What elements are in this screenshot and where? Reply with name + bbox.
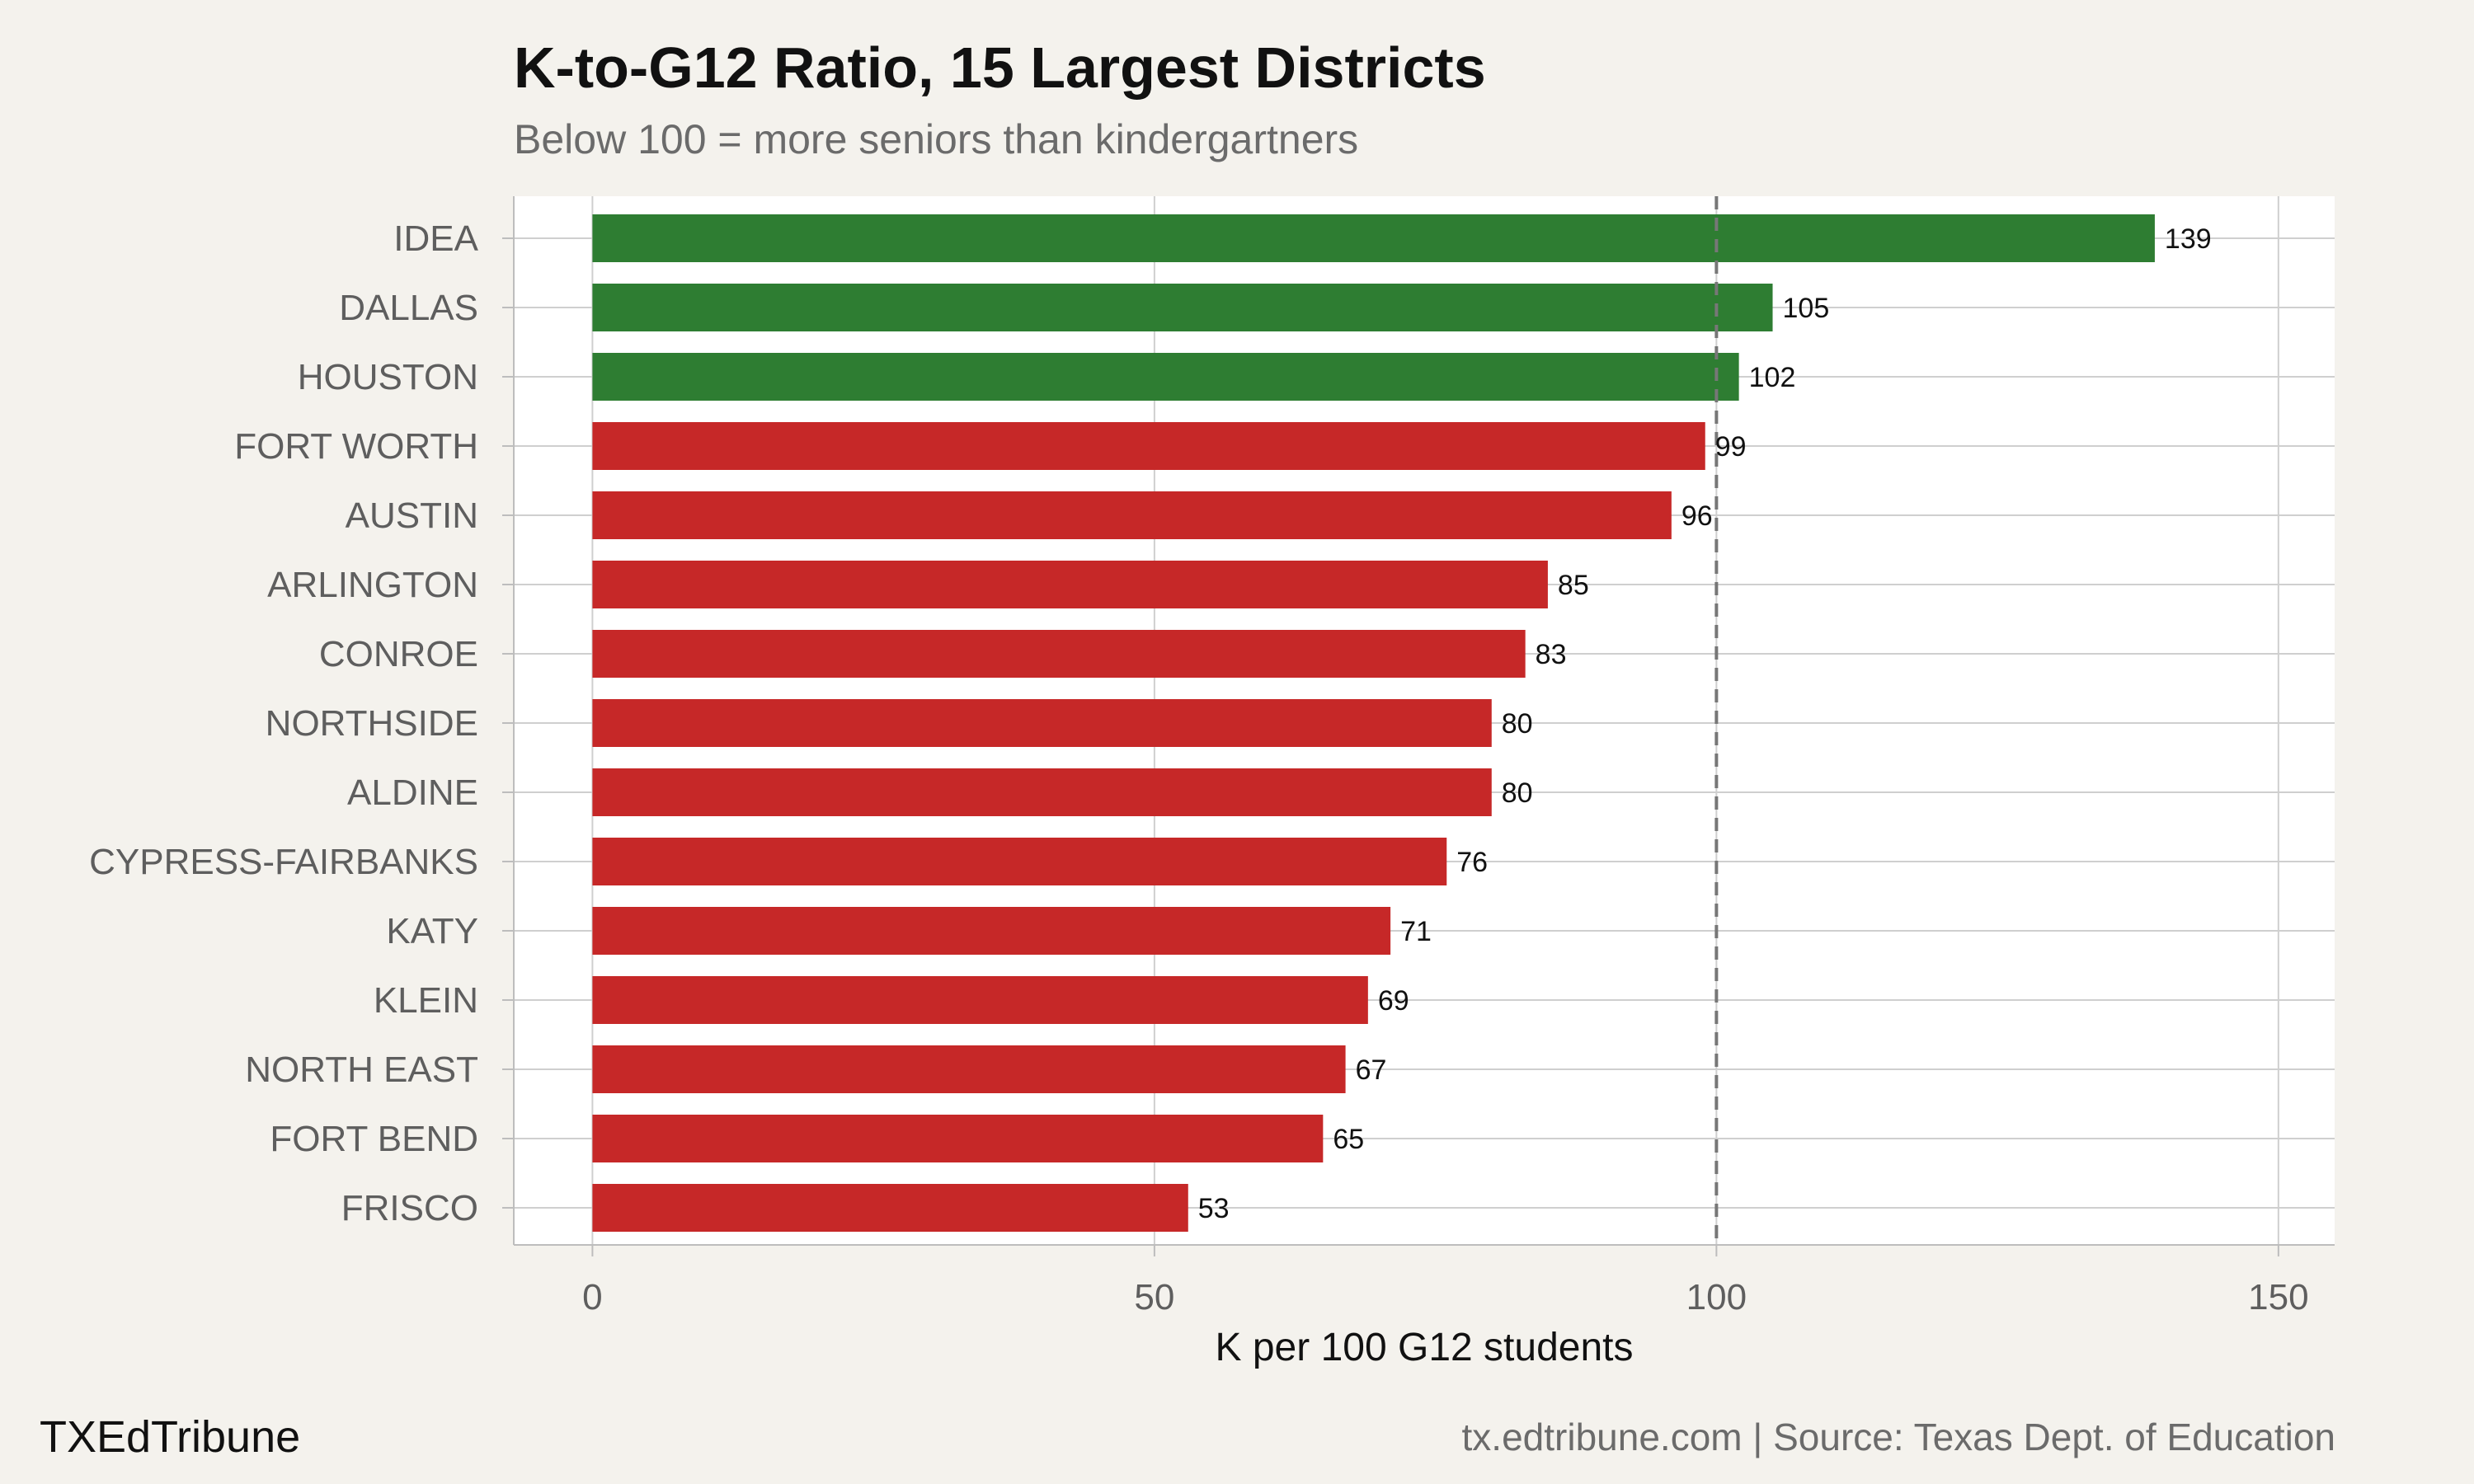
category-label-1: DALLAS: [339, 288, 478, 328]
bar-8: [592, 768, 1492, 816]
x-tick-label-1: 50: [1134, 1277, 1174, 1317]
category-label-8: ALDINE: [347, 773, 478, 813]
category-label-2: HOUSTON: [298, 357, 478, 397]
value-label-0: 139: [2165, 223, 2212, 255]
bar-12: [592, 1045, 1346, 1093]
x-tick-label-3: 150: [2248, 1277, 2308, 1317]
bar-14: [592, 1184, 1188, 1232]
bars: [592, 214, 2155, 1232]
value-label-8: 80: [1502, 777, 1533, 809]
value-label-7: 80: [1502, 708, 1533, 740]
value-label-9: 76: [1456, 847, 1488, 878]
value-label-11: 69: [1378, 985, 1409, 1017]
category-label-14: FRISCO: [341, 1188, 478, 1228]
chart-subtitle: Below 100 = more seniors than kindergart…: [514, 116, 1359, 162]
bar-5: [592, 561, 1548, 608]
x-tick-label-0: 0: [582, 1277, 602, 1317]
x-axis-title: K per 100 G12 students: [1216, 1326, 1634, 1369]
x-tick-label-2: 100: [1686, 1277, 1747, 1317]
bar-9: [592, 838, 1447, 885]
bar-13: [592, 1115, 1324, 1162]
category-label-5: ARLINGTON: [267, 565, 478, 605]
value-label-3: 99: [1715, 431, 1747, 463]
category-label-10: KATY: [386, 911, 478, 951]
bar-11: [592, 976, 1368, 1024]
brand-logo-text: TXEdTribune: [40, 1412, 301, 1462]
bar-3: [592, 422, 1705, 470]
value-labels: 139 105 102 99 96 85 83 80 80 76 71 69 67 65 53: [1198, 223, 2212, 1224]
bar-0: [592, 214, 2155, 262]
value-label-14: 53: [1198, 1193, 1230, 1224]
chart-title: K-to-G12 Ratio, 15 Largest Districts: [514, 35, 1486, 100]
source-credit: tx.edtribune.com | Source: Texas Dept. o…: [1461, 1416, 2335, 1458]
category-label-12: NORTH EAST: [245, 1050, 478, 1090]
category-label-9: CYPRESS-FAIRBANKS: [89, 842, 478, 882]
value-label-5: 85: [1558, 570, 1589, 601]
x-tick-labels: 0 50 100 150: [582, 1277, 2308, 1317]
bar-2: [592, 353, 1739, 401]
bar-1: [592, 284, 1773, 331]
bar-6: [592, 630, 1526, 678]
category-label-0: IDEA: [393, 218, 478, 259]
value-label-12: 67: [1356, 1054, 1387, 1086]
value-label-2: 102: [1749, 362, 1796, 393]
category-label-11: KLEIN: [374, 980, 478, 1021]
value-label-1: 105: [1783, 293, 1830, 324]
category-label-4: AUSTIN: [346, 495, 478, 536]
value-label-10: 71: [1400, 916, 1432, 947]
category-labels: IDEA DALLAS HOUSTON FORT WORTH AUSTIN ARLINGT…: [89, 218, 479, 1228]
axes: [502, 196, 2335, 1256]
category-label-6: CONROE: [319, 634, 478, 674]
value-label-6: 83: [1536, 639, 1567, 670]
category-label-7: NORTHSIDE: [266, 703, 478, 744]
value-label-4: 96: [1681, 500, 1713, 532]
category-label-13: FORT BEND: [270, 1119, 478, 1159]
bar-10: [592, 907, 1391, 955]
category-label-3: FORT WORTH: [234, 426, 478, 467]
bar-7: [592, 699, 1492, 747]
bar-4: [592, 491, 1672, 539]
value-label-13: 65: [1333, 1124, 1364, 1155]
